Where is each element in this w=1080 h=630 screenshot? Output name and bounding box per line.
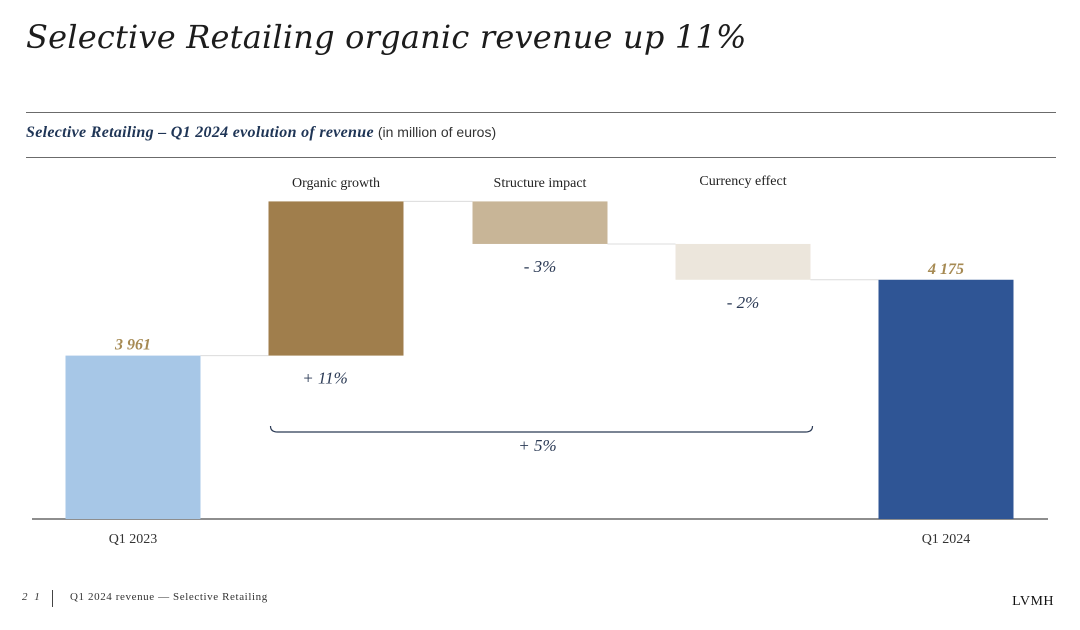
footer-text: Q1 2024 revenue — Selective Retailing xyxy=(70,591,268,603)
bar-structure-impact xyxy=(472,201,608,244)
value-label-q1-2023: 3 961 xyxy=(114,337,151,354)
category-label-q1-2024: Q1 2024 xyxy=(922,532,971,547)
page-title: Selective Retailing organic revenue up 1… xyxy=(26,18,747,56)
value-label-q1-2024: 4 175 xyxy=(927,261,964,278)
category-label-q1-2023: Q1 2023 xyxy=(109,532,158,547)
category-label-structure-impact: Structure impact xyxy=(494,176,587,191)
bracket-label: + 5% xyxy=(518,436,556,455)
chart-subtitle: Selective Retailing – Q1 2024 evolution … xyxy=(26,124,496,142)
pct-label-currency-effect: - 2% xyxy=(727,293,760,312)
pct-label-organic-growth: + 11% xyxy=(302,369,348,388)
bar-q1-2023 xyxy=(65,355,201,519)
chart-subtitle-unit: (in million of euros) xyxy=(377,124,497,140)
bar-organic-growth xyxy=(268,201,404,356)
category-label-organic-growth: Organic growth xyxy=(292,176,380,191)
lvmh-logo: LVMH xyxy=(1012,594,1054,609)
bar-currency-effect xyxy=(675,243,811,280)
footer-separator xyxy=(52,590,53,607)
divider-top xyxy=(26,112,1056,113)
divider-bottom xyxy=(26,157,1056,158)
bracket-line xyxy=(269,425,814,433)
pct-label-structure-impact: - 3% xyxy=(524,257,557,276)
bar-q1-2024 xyxy=(878,279,1014,519)
footer-page-number: 2 1 xyxy=(22,591,42,603)
category-label-currency-effect: Currency effect xyxy=(699,174,786,189)
chart-subtitle-main: Selective Retailing – Q1 2024 evolution … xyxy=(26,124,374,141)
